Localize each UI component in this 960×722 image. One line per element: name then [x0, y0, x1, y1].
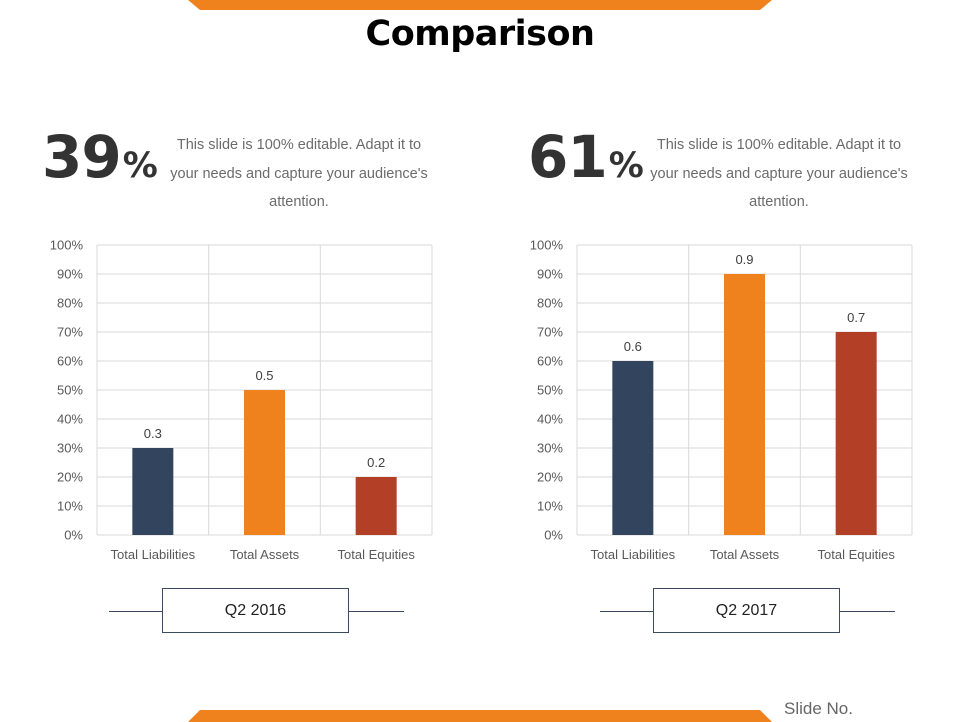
bar-total-liabilities — [612, 361, 654, 535]
y-tick-label: 50% — [57, 383, 83, 398]
percent-callout-left: 39 % — [42, 123, 158, 191]
y-tick-label: 70% — [537, 325, 563, 340]
y-tick-label: 100% — [530, 238, 564, 253]
x-tick-label: Total Assets — [710, 547, 780, 562]
y-tick-label: 40% — [537, 412, 563, 427]
x-tick-label: Total Equities — [818, 547, 896, 562]
x-tick-label: Total Liabilities — [591, 547, 676, 562]
y-tick-label: 60% — [57, 354, 83, 369]
percent-callout-right: 61 % — [528, 123, 644, 191]
period-label-left: Q2 2016 — [162, 588, 349, 633]
y-tick-label: 20% — [537, 470, 563, 485]
description-left: This slide is 100% editable. Adapt it to… — [170, 137, 428, 210]
bar-total-assets — [244, 390, 285, 535]
data-label: 0.9 — [735, 252, 753, 267]
y-tick-label: 80% — [537, 296, 563, 311]
period-label-right: Q2 2017 — [653, 588, 840, 633]
y-tick-label: 30% — [537, 441, 563, 456]
percent-value-right: 61 — [528, 123, 608, 191]
x-tick-label: Total Assets — [230, 547, 300, 562]
bar-chart-q2-2016: 0% 10% 20% 30% 40% 50% 60% 70% 80% 90% 100% 0.3 Tota… — [50, 238, 433, 562]
bar-total-liabilities — [132, 448, 174, 535]
percent-sign-left: % — [122, 146, 158, 186]
y-tick-label: 40% — [57, 412, 83, 427]
y-tick-label: 80% — [57, 296, 83, 311]
x-tick-label: Total Liabilities — [111, 547, 196, 562]
data-label: 0.3 — [144, 426, 162, 441]
slide-title: Comparison — [365, 14, 595, 54]
bar-total-assets — [724, 274, 765, 535]
bar-total-equities — [355, 477, 397, 535]
y-tick-label: 10% — [537, 499, 563, 514]
bar-total-equities — [835, 332, 877, 535]
percent-sign-right: % — [608, 146, 644, 186]
x-tick-label: Total Equities — [338, 547, 416, 562]
data-label: 0.7 — [847, 310, 865, 325]
y-tick-label: 90% — [57, 267, 83, 282]
data-label: 0.6 — [624, 339, 642, 354]
description-right: This slide is 100% editable. Adapt it to… — [650, 137, 908, 210]
y-tick-label: 50% — [537, 383, 563, 398]
y-tick-label: 20% — [57, 470, 83, 485]
y-tick-label: 70% — [57, 325, 83, 340]
y-tick-label: 0% — [544, 528, 563, 543]
data-label: 0.5 — [255, 368, 273, 383]
top-accent-bar — [188, 0, 772, 10]
y-tick-label: 100% — [50, 238, 84, 253]
y-tick-label: 10% — [57, 499, 83, 514]
y-tick-label: 30% — [57, 441, 83, 456]
bottom-accent-bar — [188, 710, 772, 722]
data-label: 0.2 — [367, 455, 385, 470]
y-tick-label: 0% — [64, 528, 83, 543]
y-tick-label: 60% — [537, 354, 563, 369]
y-tick-label: 90% — [537, 267, 563, 282]
slide-number-label: Slide No. — [784, 699, 853, 718]
bar-chart-q2-2017: 0% 10% 20% 30% 40% 50% 60% 70% 80% 90% 100% 0.6 Tota… — [530, 238, 913, 562]
percent-value-left: 39 — [42, 123, 122, 191]
